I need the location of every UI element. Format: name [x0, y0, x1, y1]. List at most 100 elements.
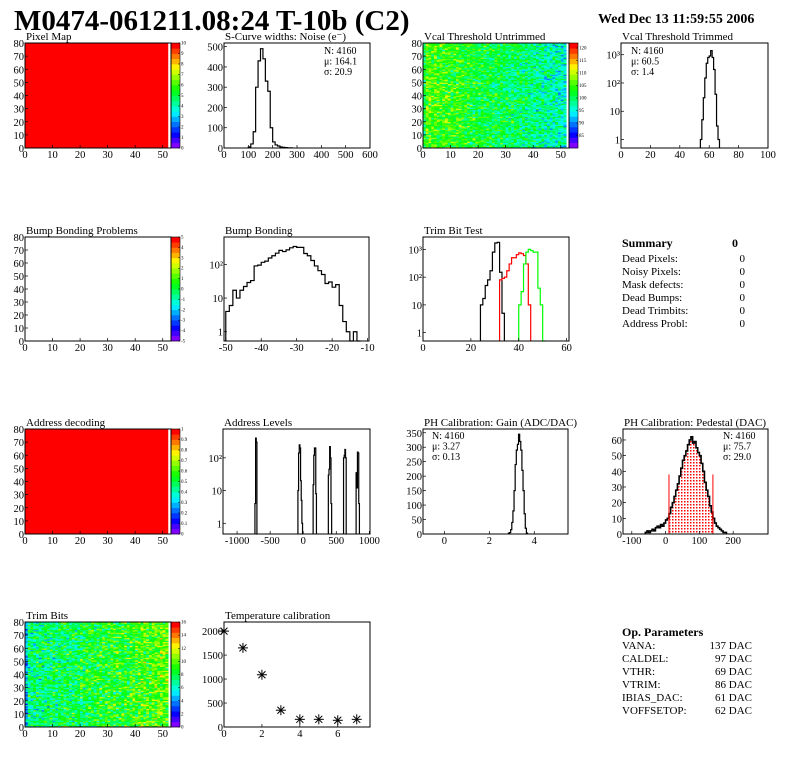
map-cell	[513, 44, 517, 46]
map-cell	[508, 142, 512, 145]
map-cell	[522, 125, 526, 128]
map-cell	[486, 66, 490, 69]
map-cell	[469, 82, 473, 84]
map-cell	[541, 119, 545, 121]
map-cell	[546, 81, 551, 83]
map-cell	[511, 71, 515, 74]
map-cell	[541, 103, 545, 105]
map-cell	[456, 103, 460, 105]
map-cell	[511, 43, 515, 45]
map-cell	[535, 146, 539, 149]
map-cell	[519, 119, 523, 121]
map-cell	[541, 70, 545, 73]
map-cell	[456, 109, 460, 112]
map-cell	[519, 121, 523, 124]
map-cell	[544, 112, 548, 115]
map-cell	[447, 138, 451, 141]
map-cell	[516, 87, 520, 90]
map-cell	[491, 145, 495, 147]
map-cell	[475, 74, 479, 77]
map-cell	[469, 103, 473, 105]
map-cell	[431, 92, 435, 95]
map-cell	[436, 141, 440, 144]
map-cell	[425, 129, 429, 132]
map-cell	[428, 85, 432, 87]
map-cell	[423, 113, 427, 116]
palette-swatch	[171, 69, 180, 75]
map-cell	[431, 58, 435, 61]
map-cell	[524, 88, 528, 91]
map-cell	[472, 100, 476, 103]
map-cell	[527, 119, 531, 121]
map-cell	[524, 67, 528, 70]
map-cell	[549, 145, 553, 147]
map-cell	[552, 117, 556, 120]
map-cell	[483, 113, 487, 116]
map-cell	[491, 120, 495, 123]
map-cell	[486, 120, 490, 123]
map-cell	[533, 58, 537, 61]
map-cell	[478, 103, 482, 105]
map-cell	[428, 106, 432, 108]
map-cell	[423, 94, 427, 96]
map-cell	[428, 49, 432, 52]
stats-line: μ: 164.1	[324, 57, 357, 68]
map-cell	[447, 74, 451, 77]
map-cell	[530, 96, 534, 99]
map-cell	[513, 107, 517, 109]
map-cell	[527, 48, 531, 50]
map-cell	[544, 45, 548, 48]
map-fill	[25, 43, 169, 148]
map-cell	[445, 115, 449, 117]
map-cell	[425, 53, 429, 56]
x-tick-label: 40	[130, 343, 141, 354]
map-cell	[522, 102, 526, 104]
map-cell	[533, 95, 537, 98]
map-cell	[549, 46, 553, 49]
histogram-series	[507, 433, 529, 534]
map-cell	[425, 87, 429, 90]
map-cell	[428, 52, 432, 54]
map-cell	[513, 74, 517, 77]
map-cell	[464, 133, 468, 136]
map-cell	[544, 77, 548, 79]
op-parameter-value: 137 DAC	[710, 640, 752, 652]
map-cell	[505, 145, 509, 147]
map-cell	[505, 111, 509, 113]
map-cell	[458, 82, 462, 84]
map-cell	[538, 134, 542, 137]
map-cell	[445, 87, 449, 90]
map-cell	[538, 46, 542, 49]
map-cell	[475, 134, 479, 137]
map-cell	[544, 120, 548, 123]
map-cell	[522, 127, 526, 129]
map-cell	[445, 46, 449, 49]
map-cell	[436, 140, 440, 142]
map-cell	[486, 146, 490, 149]
map-cell	[541, 134, 545, 137]
map-cell	[494, 73, 498, 75]
map-cell	[508, 137, 512, 140]
palette-swatch	[171, 486, 180, 493]
y-tick-label: 0	[19, 144, 24, 155]
map-cell	[489, 134, 493, 137]
map-cell	[456, 104, 460, 107]
map-cell	[502, 120, 506, 123]
map-cell	[445, 48, 449, 50]
map-cell	[445, 140, 449, 142]
map-cell	[445, 53, 449, 56]
map-cell	[447, 146, 451, 149]
map-cell	[469, 85, 473, 87]
map-cell	[436, 50, 440, 53]
map-cell	[478, 66, 482, 69]
map-cell	[502, 141, 506, 144]
map-cell	[428, 129, 432, 132]
map-cell	[447, 61, 451, 63]
map-cell	[475, 112, 479, 115]
map-cell	[489, 124, 493, 126]
map-cell	[522, 142, 526, 145]
map-cell	[486, 140, 490, 142]
map-cell	[511, 83, 515, 86]
map-cell	[436, 74, 440, 77]
